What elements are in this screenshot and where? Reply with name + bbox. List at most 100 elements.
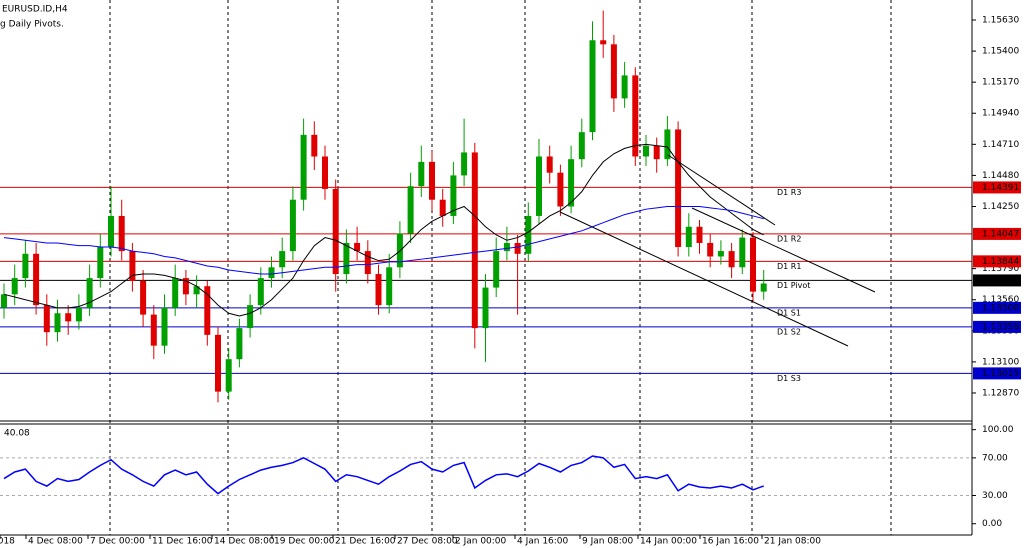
candle-body	[589, 40, 596, 133]
candle-body	[557, 172, 564, 207]
candle-body	[1, 294, 7, 308]
candle-body	[268, 267, 275, 279]
candle-body	[439, 199, 446, 216]
candle-body	[236, 328, 243, 360]
candle-body	[65, 313, 72, 322]
candle-body	[300, 134, 307, 200]
pivot-name: D1 R3	[777, 188, 801, 197]
pivot-price-box	[973, 274, 1021, 287]
pivot-price-label: 1.13015	[982, 369, 1019, 379]
x-tick-label: 4 Jan 16:00	[517, 537, 569, 547]
candle-body	[600, 40, 607, 45]
trend-lines	[559, 154, 876, 347]
candle-body	[215, 334, 221, 392]
candle-body	[685, 226, 692, 248]
y-tick-label: 1.14250	[982, 202, 1019, 212]
pivot-name: D1 S3	[777, 374, 801, 383]
candle-body	[182, 278, 189, 295]
trend-line	[667, 154, 776, 226]
candle-body	[760, 283, 767, 292]
pivot-name: D1 Pivot	[777, 281, 810, 290]
pivot-price-box	[973, 301, 1021, 314]
y-tick-label: 1.15630	[982, 16, 1019, 26]
candle-body	[375, 274, 382, 306]
candle-body	[364, 251, 371, 275]
x-tick-label: 2 Jan 00:00	[455, 537, 507, 547]
rsi-current: 40.08	[4, 429, 30, 439]
rsi-tick-label: 70.00	[982, 453, 1008, 463]
candle-body	[461, 152, 468, 176]
moving-average	[3, 143, 764, 317]
candle-body	[750, 237, 756, 292]
candle-body	[675, 129, 682, 248]
axes: 1.15630 1.15400 1.15170 1.14940 1.14710 1.144…	[0, 16, 1021, 547]
candle-body	[568, 159, 575, 207]
candle-body	[22, 253, 29, 279]
candle-body	[493, 251, 500, 288]
x-tick-label: 4 Dec 08:00	[28, 537, 83, 547]
candle-body	[707, 242, 714, 257]
candle-body	[632, 75, 639, 157]
candle-body	[11, 278, 18, 295]
candle-body	[717, 251, 724, 257]
candle-body	[161, 307, 168, 346]
trend-line	[559, 211, 849, 347]
candle-body	[578, 132, 585, 160]
pivot-name: D1 S1	[777, 308, 801, 317]
pivot-price-label: 1.14047	[982, 229, 1019, 239]
candle-body	[514, 242, 521, 254]
y-tick-label: 1.14710	[982, 140, 1019, 150]
x-tick-label: 14 Jan 00:00	[640, 537, 697, 547]
candle-body	[193, 286, 200, 295]
candle-body	[332, 188, 339, 275]
candle-body	[257, 278, 264, 306]
candle-body	[129, 251, 136, 281]
candle-body	[43, 305, 50, 333]
candle-body	[279, 251, 286, 268]
day-separators	[109, 0, 892, 535]
pivot-name: D1 S2	[777, 327, 801, 336]
candle-body	[653, 145, 660, 160]
pivot-price-box	[973, 181, 1021, 194]
pivot-name: D1 R1	[777, 262, 801, 271]
candle-body	[696, 226, 703, 243]
y-tick-label: 1.14480	[982, 171, 1019, 181]
candle-body	[118, 215, 125, 252]
candle-body	[343, 242, 350, 275]
x-tick-label: 11 Dec 16:00	[152, 537, 213, 547]
pivot-name: D1 R2	[777, 234, 801, 243]
candle-body	[289, 199, 296, 252]
candle-body	[354, 242, 361, 252]
candle-body	[429, 161, 435, 200]
candle-body	[108, 215, 114, 248]
candle-body	[75, 307, 82, 322]
pivot-price-box	[973, 320, 1021, 333]
candle-body	[664, 129, 671, 160]
candle-body	[418, 161, 425, 187]
y-tick-label: 1.13790	[982, 264, 1019, 274]
candle-body	[97, 247, 104, 279]
candle-body	[471, 152, 478, 329]
candle-body	[546, 156, 553, 173]
y-tick-label: 1.14940	[982, 109, 1019, 119]
y-tick-label: 1.13100	[982, 357, 1019, 367]
candle-body	[247, 305, 254, 329]
candle-body	[482, 287, 489, 329]
x-tick-label: 7 Dec 00:00	[90, 537, 145, 547]
x-tick-label: 16 Jan 16:00	[702, 537, 759, 547]
candle-body	[386, 267, 393, 306]
candle-body	[322, 156, 328, 189]
trend-line	[691, 207, 876, 293]
candle-body	[54, 313, 61, 333]
indicator-name: g Daily Pivots.	[0, 20, 64, 30]
x-tick-label: 14 Dec 08:00	[214, 537, 275, 547]
y-tick-label: 1.12870	[982, 388, 1019, 398]
y-tick-label: 1.15400	[982, 47, 1019, 57]
x-tick-label: 21 Dec 16:00	[335, 537, 396, 547]
rsi-tick-label: 0.00	[982, 519, 1002, 529]
x-tick-label: 21 Jan 08:00	[764, 537, 821, 547]
candle-body	[643, 145, 649, 157]
